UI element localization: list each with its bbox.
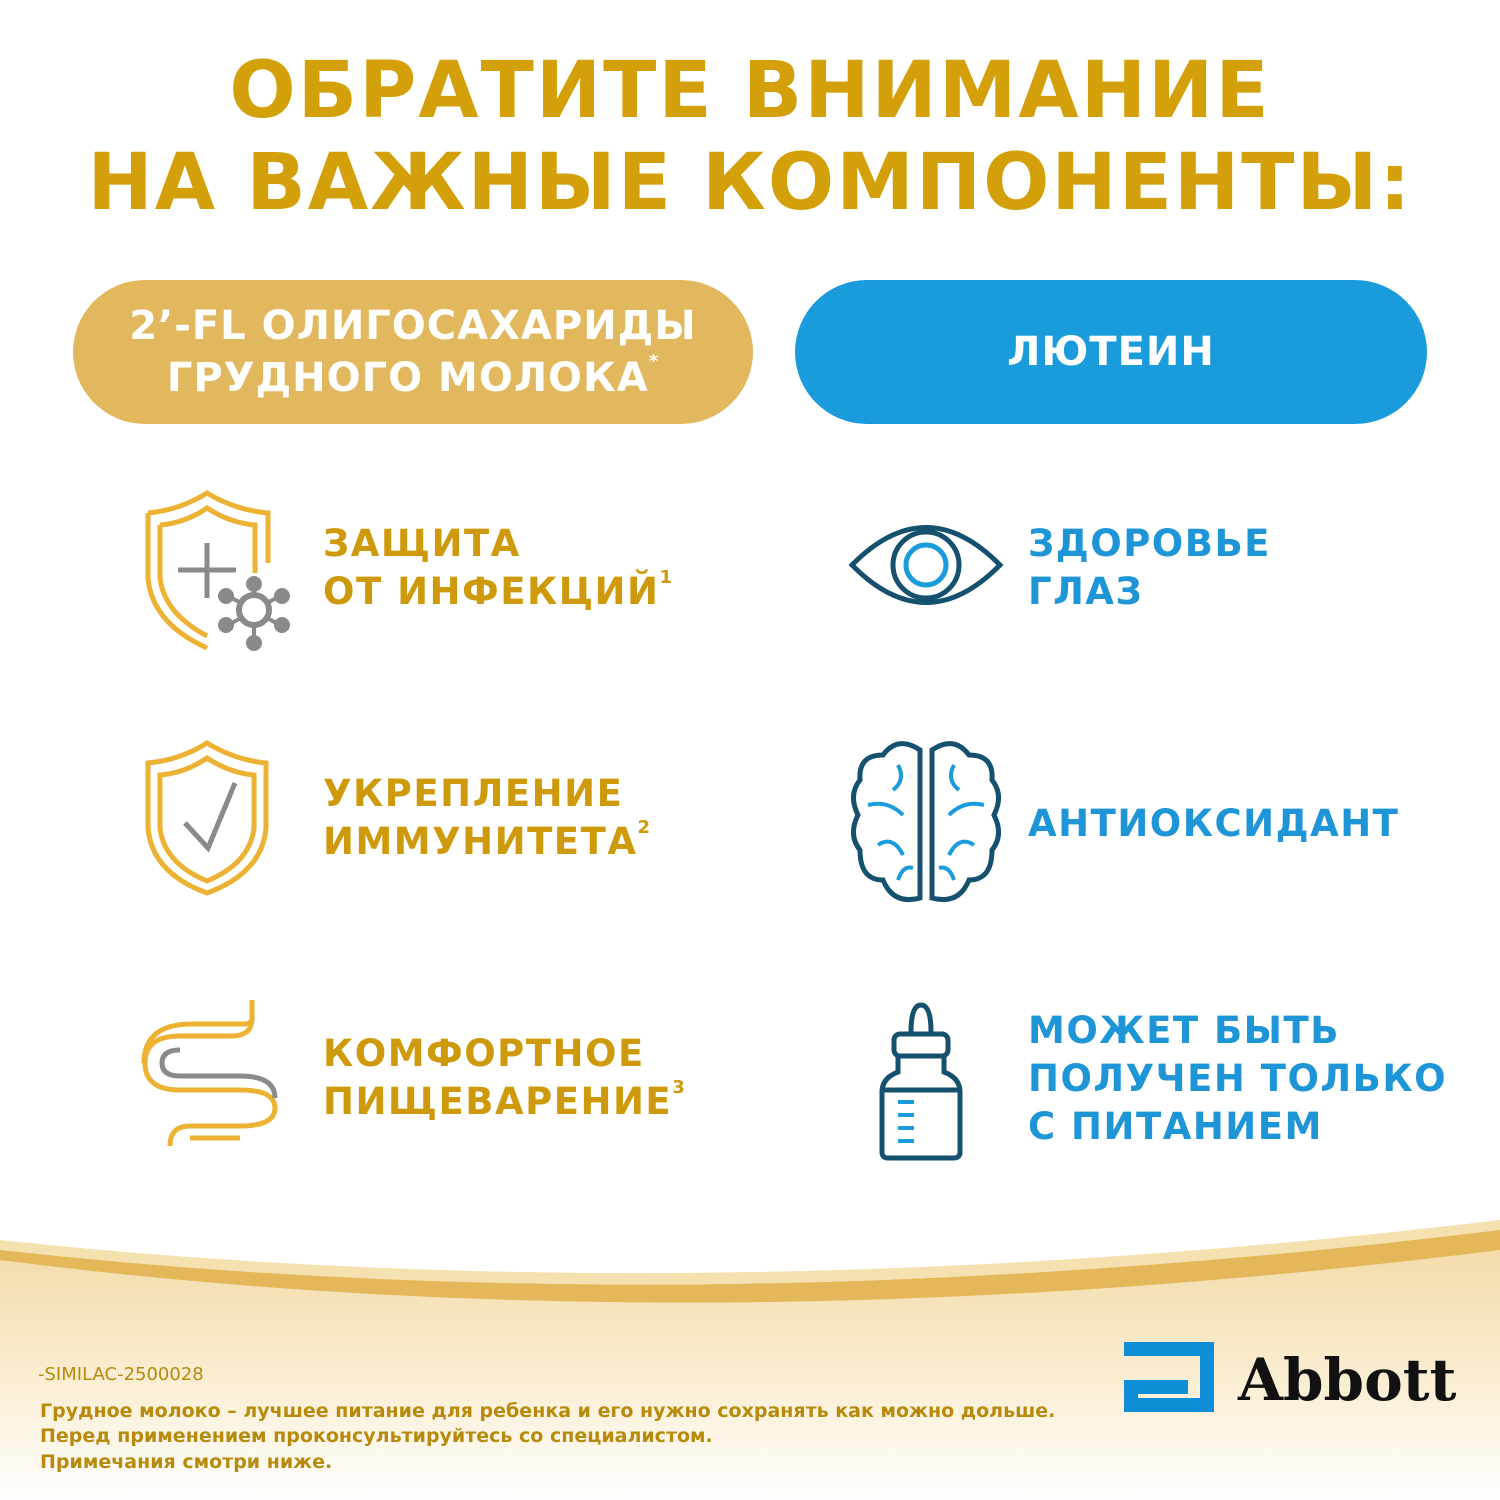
feature-immunity: УКРЕПЛЕНИЕ ИММУНИТЕТА2 [323, 772, 652, 863]
brain-icon [851, 741, 1001, 902]
document-code: -SIMILAC-2500028 [38, 1364, 204, 1385]
disclaimer-line-2: Перед применением проконсультируйтесь со… [40, 1425, 713, 1447]
hmo-pill: 2’-FL ОЛИГОСАХАРИДЫ ГРУДНОГО МОЛОКА* [73, 280, 753, 424]
abbott-logo-icon [1124, 1342, 1214, 1412]
decorative-wave [0, 1220, 1500, 1500]
lutein-pill: ЛЮТЕИН [795, 280, 1427, 424]
feature-infection-protection: ЗАЩИТА ОТ ИНФЕКЦИЙ1 [323, 522, 674, 613]
eye-icon [848, 525, 1004, 605]
disclaimer-line-1: Грудное молоко – лучшее питание для ребе… [40, 1400, 1056, 1422]
feature-digestion: КОМФОРТНОЕ ПИЩЕВАРЕНИЕ3 [323, 1032, 687, 1123]
feature-eye-health: ЗДОРОВЬЕ ГЛАЗ [1028, 522, 1271, 613]
baby-bottle-icon [879, 1002, 963, 1161]
feature-only-from-food: МОЖЕТ БЫТЬ ПОЛУЧЕН ТОЛЬКО С ПИТАНИЕМ [1028, 1009, 1448, 1148]
shield-plus-virus-icon [145, 490, 290, 651]
disclaimer-line-3: Примечания смотри ниже. [40, 1451, 333, 1473]
brand-name: Abbott [1238, 1346, 1457, 1414]
feature-antioxidant: АНТИОКСИДАНТ [1028, 802, 1400, 845]
shield-check-icon [145, 740, 269, 896]
page-title: ОБРАТИТЕ ВНИМАНИЕ НА ВАЖНЫЕ КОМПОНЕНТЫ: [87, 46, 1413, 228]
intestine-icon [141, 1000, 278, 1147]
